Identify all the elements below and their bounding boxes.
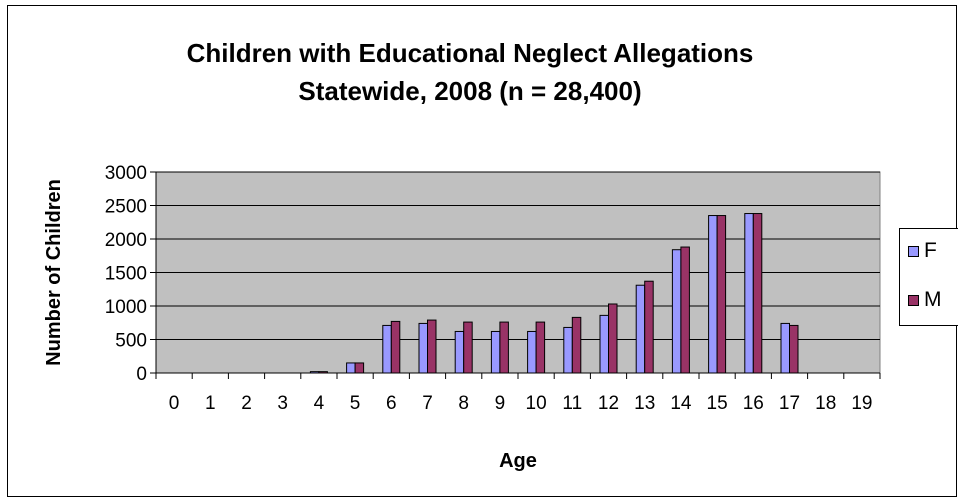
bar-f-age-5	[346, 362, 356, 374]
x-tick-label: 10	[526, 393, 547, 414]
bar-m-age-10	[535, 321, 546, 374]
x-tick-label: 6	[386, 393, 397, 414]
chart-title-line-2: Statewide, 2008 (n = 28,400)	[298, 76, 642, 106]
bar-m-age-6	[390, 320, 401, 374]
legend-swatch-m	[908, 295, 919, 306]
x-tick-label: 2	[241, 393, 252, 414]
legend: F M	[899, 228, 958, 326]
bar-f-age-8	[454, 330, 465, 374]
x-tick-label: 18	[815, 393, 836, 414]
x-tick-label: 3	[277, 393, 288, 414]
y-tick-label: 1000	[105, 297, 147, 318]
bar-m-age-16	[752, 213, 763, 374]
bar-f-age-11	[563, 326, 573, 374]
bar-f-age-7	[418, 322, 428, 374]
bar-f-age-14	[671, 249, 682, 374]
legend-label-f: F	[924, 239, 937, 262]
legend-swatch-f	[908, 246, 919, 257]
legend-label-m: M	[924, 288, 942, 311]
bar-m-age-7	[427, 319, 437, 374]
x-axis-label: Age	[499, 450, 537, 472]
y-tick-label: 0	[136, 364, 147, 385]
bar-f-age-10	[527, 330, 537, 374]
bar-m-age-11	[571, 316, 582, 374]
y-tick-label: 2000	[105, 230, 147, 251]
bar-f-age-12	[599, 314, 609, 374]
y-axis-label: Number of Children	[43, 179, 65, 366]
bar-m-age-13	[644, 280, 654, 374]
x-tick-label: 17	[779, 393, 800, 414]
bar-f-age-16	[744, 213, 754, 374]
x-tick-label: 11	[562, 393, 582, 414]
bar-m-age-14	[680, 246, 690, 374]
x-tick-label: 14	[670, 393, 692, 414]
x-tick-label: 1	[205, 393, 216, 414]
x-tick-label: 4	[314, 393, 325, 414]
bar-f-age-13	[635, 284, 646, 374]
x-tick-label: 15	[707, 393, 728, 414]
y-tick-label: 2500	[105, 197, 147, 218]
x-tick-label: 16	[743, 393, 764, 414]
bar-m-age-12	[608, 303, 618, 374]
y-tick-label: 3000	[105, 163, 147, 184]
bar-f-age-9	[490, 330, 501, 374]
bar-m-age-8	[463, 321, 473, 374]
bar-f-age-15	[708, 215, 718, 374]
bar-m-age-5	[354, 362, 365, 374]
bar-m-age-17	[789, 324, 799, 374]
y-tick-label: 1500	[105, 264, 147, 285]
x-tick-label: 7	[422, 393, 433, 414]
bar-f-age-6	[382, 324, 392, 374]
x-tick-label: 8	[458, 393, 469, 414]
bar-m-age-9	[499, 321, 509, 374]
x-tick-label: 0	[169, 393, 180, 414]
bar-m-age-15	[716, 215, 727, 374]
x-tick-label: 13	[634, 393, 655, 414]
y-tick-label: 500	[115, 331, 147, 352]
x-tick-label: 12	[598, 393, 619, 414]
x-tick-label: 5	[350, 393, 361, 414]
chart-title-line-1: Children with Educational Neglect Allega…	[186, 38, 754, 68]
x-tick-label: 9	[495, 393, 506, 414]
bar-f-age-17	[780, 322, 790, 374]
x-tick-label: 19	[851, 393, 872, 414]
